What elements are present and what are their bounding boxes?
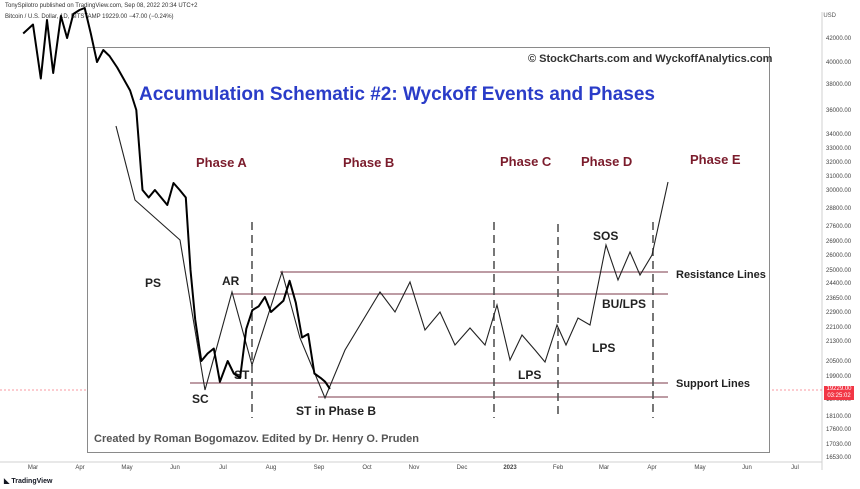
y-tick-label: 33000.00 [826,146,852,152]
y-tick-label: 17600.00 [826,427,852,433]
schematic-credit: Created by Roman Bogomazov. Edited by Dr… [94,433,419,445]
phase-e-label: Phase E [690,152,741,167]
currency-label: USD [823,13,836,19]
published-line: TonySpilotro published on TradingView.co… [5,3,198,9]
event-sc: SC [192,392,209,406]
x-tick-label: Jun [742,465,752,471]
current-price-tag: 19229.00 [824,386,854,393]
symbol-line: Bitcoin / U.S. Dollar, 1D, BITSTAMP 1922… [5,14,174,20]
schematic-price-path [115,125,669,400]
schematic-copyright: © StockCharts.com and WyckoffAnalytics.c… [528,53,773,65]
event-st-phase-b: ST in Phase B [296,404,377,418]
y-tick-label: 27600.00 [826,224,852,230]
y-tick-label: 30000.00 [826,188,852,194]
x-tick-label: Nov [409,465,420,471]
x-tick-label: Mar [599,465,609,471]
event-ps: PS [145,276,162,290]
x-tick-label: Dec [457,465,468,471]
y-tick-label: 25000.00 [826,268,852,274]
btc-price-line [22,7,331,390]
event-sos: SOS [593,229,619,243]
schematic-title: Accumulation Schematic #2: Wyckoff Event… [139,84,655,105]
y-tick-label: 16530.00 [826,455,852,461]
y-tick-label: 22100.00 [826,325,852,331]
event-lps-d: LPS [592,341,616,355]
y-tick-label: 20500.00 [826,359,852,365]
y-tick-label: 23650.00 [826,296,852,302]
event-st: ST [234,368,250,382]
x-tick-label: Sep [314,465,325,471]
x-tick-label: Jun [170,465,180,471]
y-tick-label: 17030.00 [826,442,852,448]
y-tick-label: 26000.00 [826,253,852,259]
x-tick-label: Feb [553,465,564,471]
x-tick-label: May [121,465,132,471]
phase-a-label: Phase A [196,155,247,170]
y-tick-label: 40000.00 [826,60,852,66]
x-tick-label: May [694,465,705,471]
event-ar: AR [222,274,240,288]
phase-c-label: Phase C [500,154,552,169]
tradingview-logo: ◣ TradingView [4,478,53,485]
y-tick-label: 21300.00 [826,339,852,345]
y-tick-label: 26900.00 [826,239,852,245]
y-tick-label: 42000.00 [826,36,852,42]
phase-b-label: Phase B [343,155,395,170]
x-tick-label: Oct [362,465,372,471]
y-tick-label: 22900.00 [826,310,852,316]
wyckoff-schematic [87,47,770,453]
y-tick-label: 32000.00 [826,160,852,166]
countdown-tag: 03:25:02 [824,393,854,400]
resistance-lines-label: Resistance Lines [676,269,766,281]
x-tick-label: 2023 [503,465,517,471]
x-tick-label: Apr [75,465,84,471]
y-tick-label: 31000.00 [826,174,852,180]
x-tick-label: Mar [28,465,38,471]
y-tick-label: 28800.00 [826,206,852,212]
x-tick-label: Jul [791,465,799,471]
x-tick-label: Apr [647,465,656,471]
x-tick-label: Aug [266,465,277,471]
y-tick-label: 24400.00 [826,281,852,287]
y-tick-label: 18700.00 [826,397,852,403]
y-tick-label: 38000.00 [826,82,852,88]
y-tick-label: 34000.00 [826,132,852,138]
tradingview-logo-icon: ◣ [4,478,12,485]
event-lps-c: LPS [518,368,542,382]
x-tick-label: Jul [219,465,227,471]
y-tick-label: 36000.00 [826,108,852,114]
y-tick-label: 19900.00 [826,374,852,380]
phase-d-label: Phase D [581,154,633,169]
event-bu-lps: BU/LPS [602,297,647,311]
y-tick-label: 18100.00 [826,414,852,420]
